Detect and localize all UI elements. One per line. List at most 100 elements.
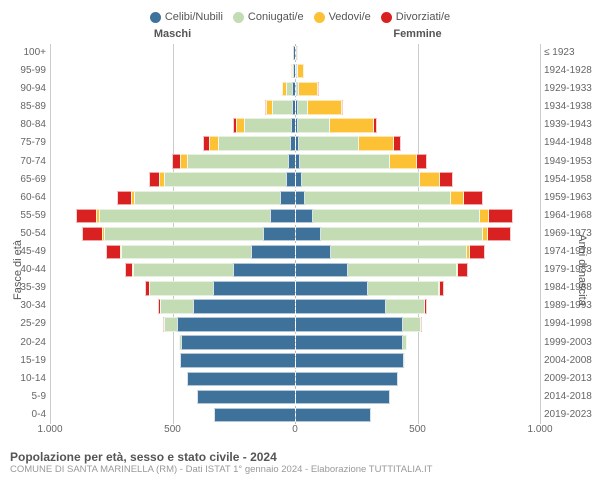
segment-d [421, 317, 422, 331]
male-bar [50, 227, 296, 241]
female-bar [296, 390, 541, 404]
x-axis: 1.00050005001.000 [50, 424, 540, 444]
birth-year-tick: 1959-1963 [540, 189, 600, 207]
segment-s [296, 245, 331, 259]
segment-s [292, 100, 295, 114]
legend-swatch [381, 12, 392, 23]
segment-s [286, 172, 295, 186]
segment-d [106, 245, 119, 259]
female-bar [296, 372, 541, 386]
segment-s [296, 281, 368, 295]
legend-item: Vedovi/e [314, 11, 371, 23]
segment-m [321, 227, 482, 241]
segment-s [296, 335, 404, 349]
segment-s [270, 209, 294, 223]
segment-s [187, 372, 295, 386]
segment-d [440, 172, 453, 186]
bar-row [50, 116, 540, 134]
segment-d [172, 154, 179, 168]
segment-s [296, 317, 404, 331]
birth-year-tick: 1939-1943 [540, 116, 600, 134]
segment-m [121, 245, 251, 259]
female-bar [296, 335, 541, 349]
male-bar [50, 263, 296, 277]
bar-row [50, 370, 540, 388]
bar-row [50, 388, 540, 406]
legend-swatch [150, 12, 161, 23]
male-bar [50, 335, 296, 349]
segment-d [440, 281, 444, 295]
birth-year-tick: 1969-1973 [540, 225, 600, 243]
segment-d [470, 245, 486, 259]
age-tick: 0-4 [0, 406, 50, 424]
segment-s [293, 46, 294, 60]
gridline [540, 44, 541, 424]
bar-row [50, 261, 540, 279]
segment-s [290, 136, 295, 150]
birth-year-tick: 1949-1953 [540, 153, 600, 171]
legend-label: Coniugati/e [248, 11, 304, 23]
age-tick: 75-79 [0, 134, 50, 152]
legend: Celibi/NubiliConiugati/eVedovi/eDivorzia… [0, 0, 600, 28]
footer-subtitle: COMUNE DI SANTA MARINELLA (RM) - Dati IS… [10, 464, 590, 475]
segment-d [425, 299, 427, 313]
legend-label: Vedovi/e [329, 11, 371, 23]
segment-m [386, 299, 425, 313]
segment-m [298, 100, 308, 114]
bar-row [50, 243, 540, 261]
segment-w [299, 82, 317, 96]
birth-year-tick: 1989-1993 [540, 297, 600, 315]
segment-d [417, 154, 427, 168]
segment-m [134, 191, 279, 205]
segment-w [390, 154, 417, 168]
segment-s [296, 263, 349, 277]
segment-w [420, 172, 440, 186]
segment-d [125, 263, 132, 277]
bar-row [50, 80, 540, 98]
segment-s [288, 154, 294, 168]
segment-m [348, 263, 457, 277]
segment-m [313, 209, 480, 223]
segment-w [451, 191, 464, 205]
segment-m [299, 136, 359, 150]
bar-row [50, 62, 540, 80]
female-bar [296, 172, 541, 186]
segment-m [99, 209, 270, 223]
age-tick: 85-89 [0, 98, 50, 116]
age-tick: 60-64 [0, 189, 50, 207]
segment-m [403, 335, 407, 349]
segment-m [305, 191, 450, 205]
segment-s [280, 191, 295, 205]
segment-w [180, 154, 187, 168]
birth-year-tick: ≤ 1923 [540, 44, 600, 62]
age-tick: 100+ [0, 44, 50, 62]
bar-row [50, 279, 540, 297]
age-tick: 35-39 [0, 279, 50, 297]
birth-year-tick: 1979-1983 [540, 261, 600, 279]
bar-row [50, 207, 540, 225]
segment-m [244, 118, 290, 132]
age-tick: 10-14 [0, 370, 50, 388]
segment-d [374, 118, 377, 132]
birth-year-tick: 1924-1928 [540, 62, 600, 80]
segment-s [296, 390, 390, 404]
bar-row [50, 44, 540, 62]
male-bar [50, 281, 296, 295]
segment-s [292, 82, 294, 96]
female-bar [296, 317, 541, 331]
segment-w [236, 118, 245, 132]
male-bar [50, 46, 296, 60]
segment-s [213, 281, 295, 295]
segment-d [318, 82, 319, 96]
male-bar [50, 191, 296, 205]
segment-d [82, 227, 102, 241]
segment-w [308, 100, 342, 114]
female-bar [296, 408, 541, 422]
bars [50, 44, 540, 424]
male-bar [50, 100, 296, 114]
segment-m [149, 281, 213, 295]
bar-row [50, 315, 540, 333]
segment-d [489, 209, 513, 223]
male-bar [50, 408, 296, 422]
female-bar [296, 136, 541, 150]
